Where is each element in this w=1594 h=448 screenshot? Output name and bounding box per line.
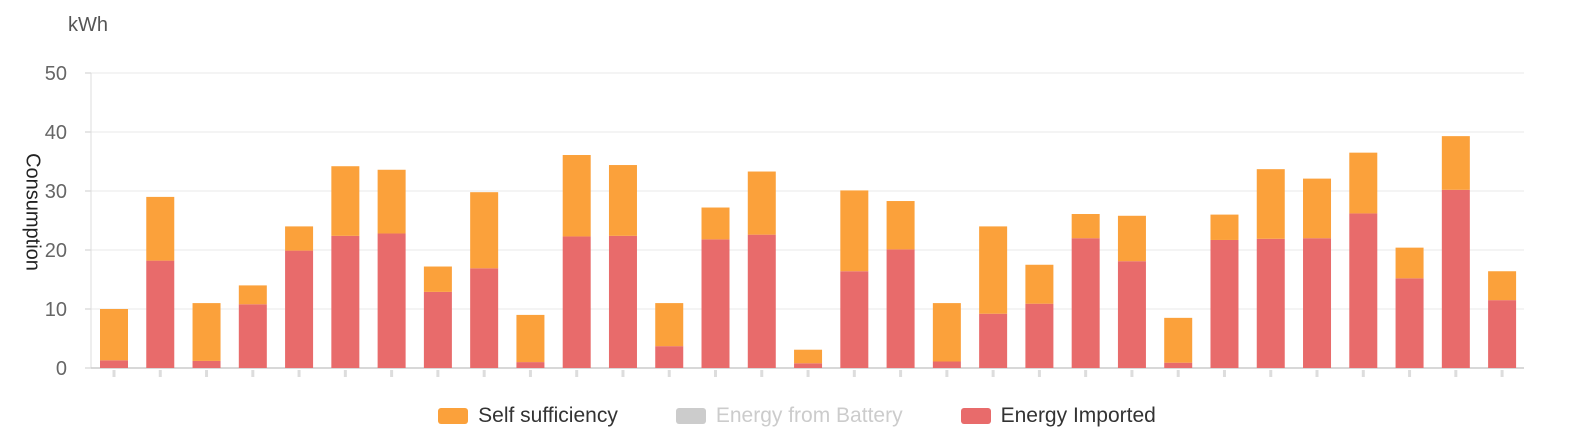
bar-energy-imported[interactable] [1210, 239, 1239, 368]
bar-self-sufficiency[interactable] [932, 303, 961, 362]
bar-self-sufficiency[interactable] [1117, 215, 1146, 262]
bar-energy-imported[interactable] [1488, 300, 1517, 368]
bar-self-sufficiency[interactable] [1025, 264, 1054, 304]
bar-energy-imported[interactable] [1349, 213, 1378, 368]
bar-self-sufficiency[interactable] [1395, 247, 1424, 279]
bar-self-sufficiency[interactable] [1303, 178, 1332, 239]
bar-energy-imported[interactable] [1025, 303, 1054, 368]
bar-self-sufficiency[interactable] [608, 165, 637, 236]
bar-energy-imported[interactable] [377, 233, 406, 368]
bar-self-sufficiency[interactable] [377, 169, 406, 234]
legend-item-energy-imported[interactable]: Energy Imported [960, 404, 1156, 428]
y-tick-label: 10 [45, 299, 67, 321]
bar-energy-imported[interactable] [1071, 238, 1100, 368]
bar-self-sufficiency[interactable] [238, 285, 267, 305]
grid-lines [91, 72, 1524, 310]
bar-self-sufficiency[interactable] [423, 266, 452, 292]
bar-self-sufficiency[interactable] [979, 226, 1008, 314]
bar-self-sufficiency[interactable] [794, 349, 823, 364]
bar-self-sufficiency[interactable] [840, 190, 869, 272]
bar-energy-imported[interactable] [1256, 238, 1285, 368]
bar-energy-imported[interactable] [979, 313, 1008, 368]
bar-energy-imported[interactable] [747, 234, 776, 368]
bar-self-sufficiency[interactable] [1349, 152, 1378, 214]
bar-energy-imported[interactable] [470, 268, 499, 368]
bar-energy-imported[interactable] [1117, 261, 1146, 368]
bar-energy-imported[interactable] [1303, 238, 1332, 368]
bar-energy-imported[interactable] [516, 362, 545, 368]
bar-self-sufficiency[interactable] [1441, 136, 1470, 190]
bar-energy-imported[interactable] [794, 363, 823, 368]
bar-energy-imported[interactable] [932, 361, 961, 368]
y-tick-label: 30 [45, 181, 67, 203]
bar-energy-imported[interactable] [238, 304, 267, 368]
legend-item-energy-from-battery[interactable]: Energy from Battery [675, 404, 903, 428]
bar-energy-imported[interactable] [886, 249, 915, 368]
bar-self-sufficiency[interactable] [1256, 169, 1285, 239]
bar-self-sufficiency[interactable] [470, 192, 499, 269]
legend-swatch-energy-from-battery [675, 408, 706, 424]
bar-self-sufficiency[interactable] [331, 166, 360, 236]
bar-energy-imported[interactable] [285, 250, 314, 368]
bar-energy-imported[interactable] [423, 291, 452, 368]
legend-swatch-self-sufficiency [438, 408, 469, 424]
bar-energy-imported[interactable] [100, 360, 128, 368]
bar-self-sufficiency[interactable] [146, 196, 175, 261]
bar-energy-imported[interactable] [655, 346, 684, 368]
legend-label-energy-imported: Energy Imported [1000, 404, 1156, 427]
bar-self-sufficiency[interactable] [886, 201, 915, 250]
bar-energy-imported[interactable] [608, 235, 637, 368]
bar-energy-imported[interactable] [840, 271, 869, 368]
bar-energy-imported[interactable] [1164, 362, 1193, 368]
bar-energy-imported[interactable] [1395, 278, 1424, 368]
bar-self-sufficiency[interactable] [1071, 214, 1100, 239]
bar-self-sufficiency[interactable] [562, 155, 591, 237]
bar-self-sufficiency[interactable] [1488, 271, 1517, 301]
bar-energy-imported[interactable] [701, 239, 730, 368]
bar-energy-imported[interactable] [146, 260, 175, 368]
legend-item-self-sufficiency[interactable]: Self sufficiency [438, 404, 618, 428]
bar-energy-imported[interactable] [1441, 189, 1470, 368]
bar-self-sufficiency[interactable] [516, 314, 545, 363]
bar-energy-imported[interactable] [331, 235, 360, 368]
bar-self-sufficiency[interactable] [655, 303, 684, 347]
bar-energy-imported[interactable] [192, 360, 221, 368]
legend-swatch-energy-imported [960, 408, 991, 424]
bar-self-sufficiency[interactable] [285, 226, 314, 251]
bar-self-sufficiency[interactable] [701, 207, 730, 240]
y-tick-label: 20 [45, 240, 67, 262]
bar-self-sufficiency[interactable] [1164, 317, 1193, 363]
bar-self-sufficiency[interactable] [100, 309, 128, 361]
bar-energy-imported[interactable] [562, 236, 591, 368]
y-tick-label: 40 [45, 122, 67, 144]
bar-self-sufficiency[interactable] [192, 303, 221, 361]
legend-label-energy-from-battery: Energy from Battery [715, 404, 903, 427]
legend: Self sufficiency Energy from Battery Ene… [0, 404, 1594, 428]
bar-self-sufficiency[interactable] [747, 171, 776, 235]
y-tick-label: 0 [56, 358, 67, 380]
bar-self-sufficiency[interactable] [1210, 214, 1239, 240]
legend-label-self-sufficiency: Self sufficiency [478, 404, 618, 427]
y-unit-label: kWh [68, 14, 108, 36]
y-tick-label: 50 [45, 63, 67, 85]
bars [100, 136, 1517, 368]
